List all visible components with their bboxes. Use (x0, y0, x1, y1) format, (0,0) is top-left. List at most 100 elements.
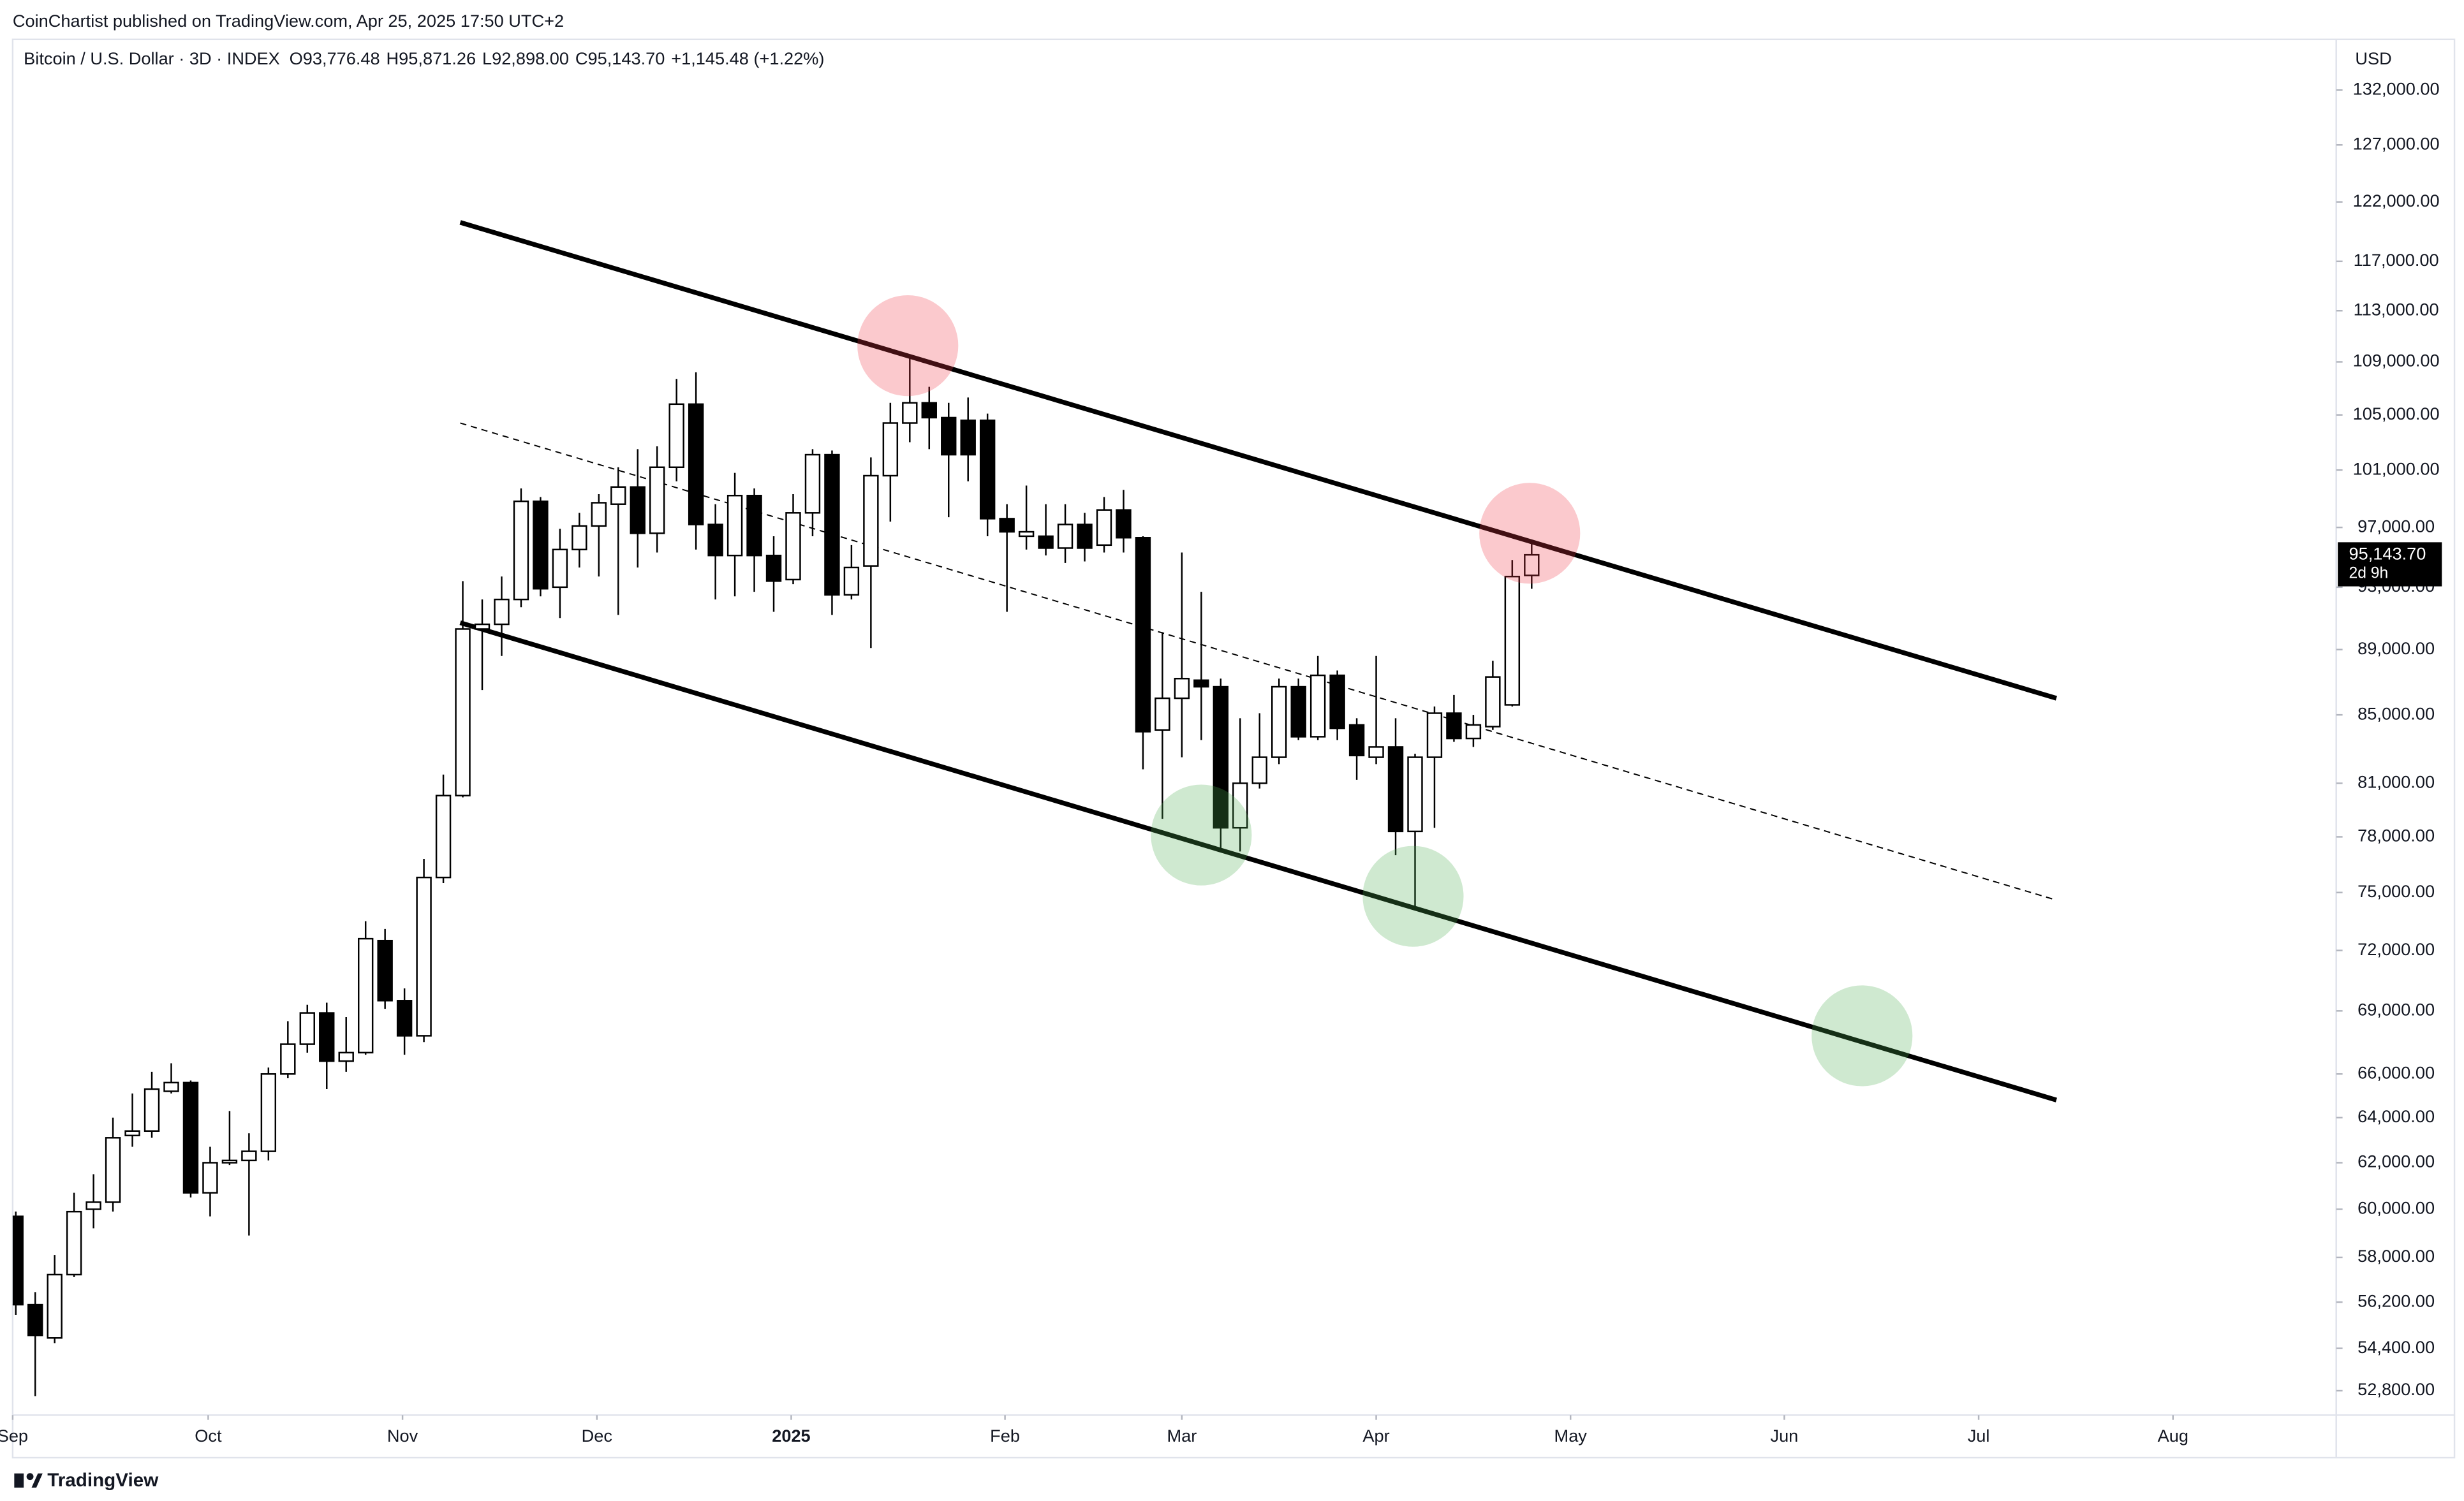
candle-body (533, 500, 549, 590)
candle-body (85, 1201, 101, 1210)
candle-body (572, 525, 587, 551)
highlight-circle (857, 295, 959, 397)
candle-body (513, 500, 529, 601)
candle-body (377, 939, 393, 1002)
candle-body (1213, 685, 1229, 829)
candle-body (105, 1137, 121, 1203)
candle-body (280, 1043, 296, 1075)
frame (11, 38, 2456, 1459)
plot (12, 220, 2058, 1396)
y-tick-label: 72,000.00 (2357, 939, 2435, 959)
x-tick-label: Feb (990, 1426, 1020, 1446)
candle-body (882, 422, 899, 477)
ohlc-key: O (290, 48, 303, 68)
ohlc-value: 95,143.70 (587, 48, 665, 68)
candle-body (1155, 697, 1170, 731)
trend-line (460, 422, 2057, 901)
y-tick-label: 66,000.00 (2357, 1062, 2435, 1082)
x-tick-label: Jul (1968, 1426, 1990, 1446)
x-tick-label: Nov (387, 1426, 418, 1446)
candle-body (1407, 756, 1423, 833)
x-tick-label: Mar (1167, 1426, 1197, 1446)
y-tick-label: 97,000.00 (2357, 516, 2435, 536)
ohlc-key: H (387, 48, 399, 68)
candle-body (688, 403, 704, 525)
brand-logo (31, 1473, 43, 1488)
last-price-label: 95,143.70 (2349, 543, 2426, 563)
y-tick-label: 101,000.00 (2353, 458, 2440, 478)
y-tick-label: 105,000.00 (2353, 404, 2440, 423)
candle-body (1309, 674, 1326, 738)
candle-body (552, 548, 568, 589)
candle-body (1135, 537, 1151, 733)
currency: USD (2355, 48, 2391, 68)
candle-body (299, 1012, 315, 1045)
y-tick-label: 132,000.00 (2353, 78, 2440, 98)
candle-body (1232, 782, 1248, 829)
candle-body (960, 419, 976, 456)
trend-line (459, 620, 2058, 1102)
candle-body (591, 502, 607, 527)
candle-body (863, 474, 879, 567)
candle-body (1116, 509, 1132, 539)
ohlc-value: 95,871.26 (399, 48, 476, 68)
candle-body (1426, 712, 1443, 758)
candle-body (474, 623, 491, 630)
candle-body (435, 794, 452, 879)
candle-body (785, 512, 801, 581)
candle-body (649, 466, 665, 534)
y-tick-label: 113,000.00 (2354, 299, 2439, 319)
change: +1,145.48 (+1.22%) (671, 48, 824, 68)
y-tick-label: 85,000.00 (2357, 703, 2435, 723)
highlight-circle (1151, 784, 1252, 886)
y-tick-label: 52,800.00 (2357, 1379, 2435, 1399)
candle-body (47, 1273, 63, 1339)
y-tick-label: 122,000.00 (2353, 191, 2440, 210)
y-tick-label: 64,000.00 (2357, 1106, 2435, 1126)
candle-body (1465, 724, 1482, 740)
y-tick-label: 127,000.00 (2353, 133, 2440, 153)
candle-body (27, 1303, 43, 1336)
candle-body (1329, 674, 1345, 729)
candle-body (1348, 724, 1365, 757)
candle-body (1290, 685, 1306, 738)
candle-body (1485, 676, 1501, 728)
candle-body (1174, 677, 1190, 699)
x-tick-label: May (1554, 1426, 1588, 1446)
candle-body (1096, 509, 1112, 546)
y-tick-label: 58,000.00 (2357, 1246, 2435, 1266)
y-tick-label: 117,000.00 (2354, 250, 2439, 270)
x-tick-label: Apr (1362, 1426, 1389, 1446)
last-price-box (2338, 542, 2442, 587)
brand: TradingView (14, 1470, 159, 1491)
candle-body (416, 876, 432, 1037)
y-tick-label: 54,400.00 (2357, 1337, 2435, 1357)
countdown: 2d 9h (2349, 564, 2388, 582)
candle-body (241, 1150, 257, 1162)
y-tick-label: 69,000.00 (2357, 1000, 2435, 1020)
candle-body (746, 494, 762, 557)
y-tick-label: 75,000.00 (2357, 881, 2435, 901)
candle-body (1018, 531, 1035, 538)
candle-body (843, 566, 860, 596)
candle-body (319, 1012, 335, 1062)
candle-body (824, 453, 840, 596)
candle-body (1504, 575, 1521, 706)
candle-body (260, 1073, 277, 1152)
ohlc-value: 93,776.48 (303, 48, 380, 68)
publisher: CoinChartist published on TradingView.co… (13, 11, 564, 31)
candle-body (202, 1162, 218, 1194)
candle-body (1368, 746, 1384, 758)
candle-body (163, 1081, 179, 1092)
symbol-legend: Bitcoin / U.S. Dollar · 3D · INDEX O93,77… (24, 48, 824, 68)
candle-body (338, 1051, 354, 1062)
candle-body (979, 419, 996, 520)
x-tick-label: Dec (582, 1426, 612, 1446)
x-axis: Sep Oct Nov Dec 2025 Feb Mar Apr May Jun Jul Aug (0, 1415, 2188, 1446)
brand-logo (26, 1473, 34, 1481)
candle-body (727, 494, 743, 557)
symbol-legend-text: Bitcoin / U.S. Dollar · 3D · INDEX O93,77… (24, 48, 824, 68)
y-tick-label: 109,000.00 (2353, 351, 2440, 370)
